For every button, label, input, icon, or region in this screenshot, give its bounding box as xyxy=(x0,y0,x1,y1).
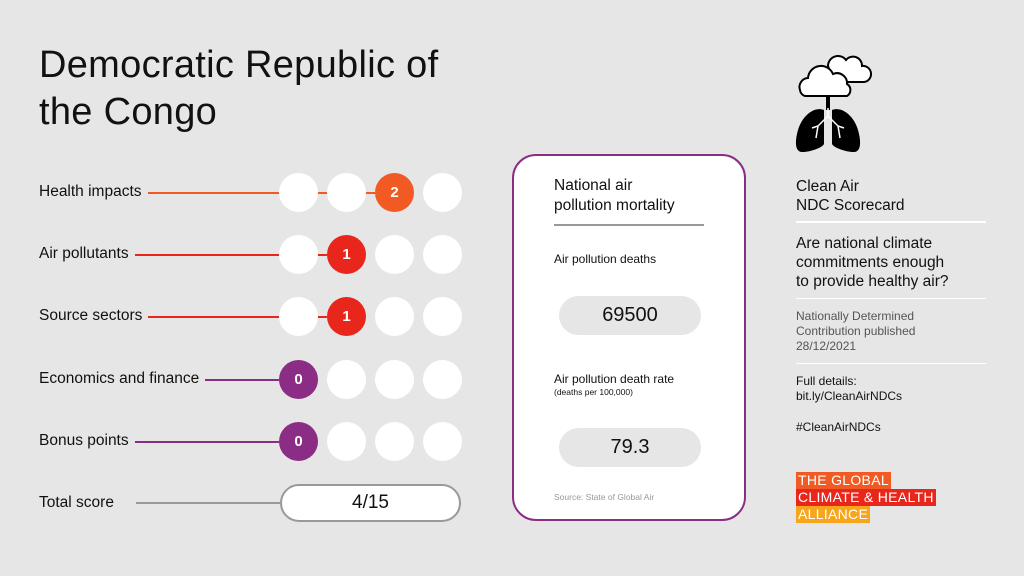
ndc-date: 28/12/2021 xyxy=(796,339,857,353)
score-circle-empty xyxy=(327,422,366,461)
score-circle-empty xyxy=(279,235,318,274)
score-circle-empty xyxy=(375,360,414,399)
score-circle-empty xyxy=(375,297,414,336)
row-label: Health impacts xyxy=(39,183,148,201)
score-circle-empty xyxy=(375,235,414,274)
score-circle-empty xyxy=(327,173,366,212)
connector-line xyxy=(120,192,375,194)
divider xyxy=(554,224,704,226)
score-circle-empty xyxy=(423,297,462,336)
score-circle-empty xyxy=(279,173,318,212)
total-connector xyxy=(136,502,280,504)
logo-line: THE GLOBAL xyxy=(796,472,891,489)
details-link[interactable]: bit.ly/CleanAirNDCs xyxy=(796,389,903,403)
rate-unit: (deaths per 100,000) xyxy=(554,387,633,397)
logo-line: ALLIANCE xyxy=(796,506,871,523)
question-line: Are national climate xyxy=(796,235,933,252)
score-row: Bonus points 0 xyxy=(0,422,480,462)
row-label: Air pollutants xyxy=(39,245,135,263)
score-row: Health impacts 2 xyxy=(0,173,480,213)
ndc-line: Nationally Determined xyxy=(796,309,915,323)
score-circle-filled: 1 xyxy=(327,235,366,274)
ndc-line: Contribution published xyxy=(796,324,916,338)
deaths-value: 69500 xyxy=(559,296,701,335)
score-circle-filled: 0 xyxy=(279,422,318,461)
question: Are national climate commitments enough to… xyxy=(796,234,949,291)
score-row: Air pollutants 1 xyxy=(0,235,480,275)
total-score-label: Total score xyxy=(39,494,114,511)
cloud-lungs-icon xyxy=(795,55,872,152)
page-title: Democratic Republic of the Congo xyxy=(39,44,439,133)
rate-value: 79.3 xyxy=(559,428,701,467)
mortality-card: National air pollution mortality Air poll… xyxy=(512,154,746,521)
score-circle-empty xyxy=(423,235,462,274)
scorecard-title-line: Clean Air xyxy=(796,178,859,195)
card-title: National air pollution mortality xyxy=(554,176,675,216)
hashtag: #CleanAirNDCs xyxy=(796,420,881,434)
details: Full details: bit.ly/CleanAirNDCs xyxy=(796,374,902,404)
question-line: commitments enough xyxy=(796,254,945,271)
score-circle-empty xyxy=(279,297,318,336)
row-label: Economics and finance xyxy=(39,370,206,388)
divider xyxy=(796,363,986,364)
card-title-line: pollution mortality xyxy=(554,197,675,214)
divider xyxy=(796,221,986,223)
divider xyxy=(796,298,986,299)
score-row: Economics and finance 0 xyxy=(0,360,480,400)
score-circle-empty xyxy=(423,360,462,399)
rate-label: Air pollution death rate xyxy=(554,372,675,386)
connector-line xyxy=(120,254,327,256)
score-circle-filled: 2 xyxy=(375,173,414,212)
score-circle-filled: 1 xyxy=(327,297,366,336)
row-label: Source sectors xyxy=(39,307,149,325)
details-label: Full details: xyxy=(796,374,857,388)
score-row: Source sectors 1 xyxy=(0,297,480,337)
connector-line xyxy=(120,441,279,443)
card-title-line: National air xyxy=(554,177,633,194)
alliance-logo: THE GLOBAL CLIMATE & HEALTH ALLIANCE xyxy=(796,472,936,523)
scorecard-title: Clean Air NDC Scorecard xyxy=(796,177,905,215)
score-circle-filled: 0 xyxy=(279,360,318,399)
score-circle-empty xyxy=(423,422,462,461)
score-circle-empty xyxy=(327,360,366,399)
logo-line: CLIMATE & HEALTH xyxy=(796,489,936,506)
deaths-label: Air pollution deaths xyxy=(554,252,657,266)
question-line: to provide healthy air? xyxy=(796,273,949,290)
row-label: Bonus points xyxy=(39,432,135,450)
ndc-info: Nationally Determined Contribution publis… xyxy=(796,309,915,354)
score-circle-empty xyxy=(423,173,462,212)
source-note: Source: State of Global Air xyxy=(554,492,655,502)
connector-line xyxy=(120,316,327,318)
scorecard-title-line: NDC Scorecard xyxy=(796,197,905,214)
score-circle-empty xyxy=(375,422,414,461)
total-score-value: 4/15 xyxy=(280,484,461,522)
